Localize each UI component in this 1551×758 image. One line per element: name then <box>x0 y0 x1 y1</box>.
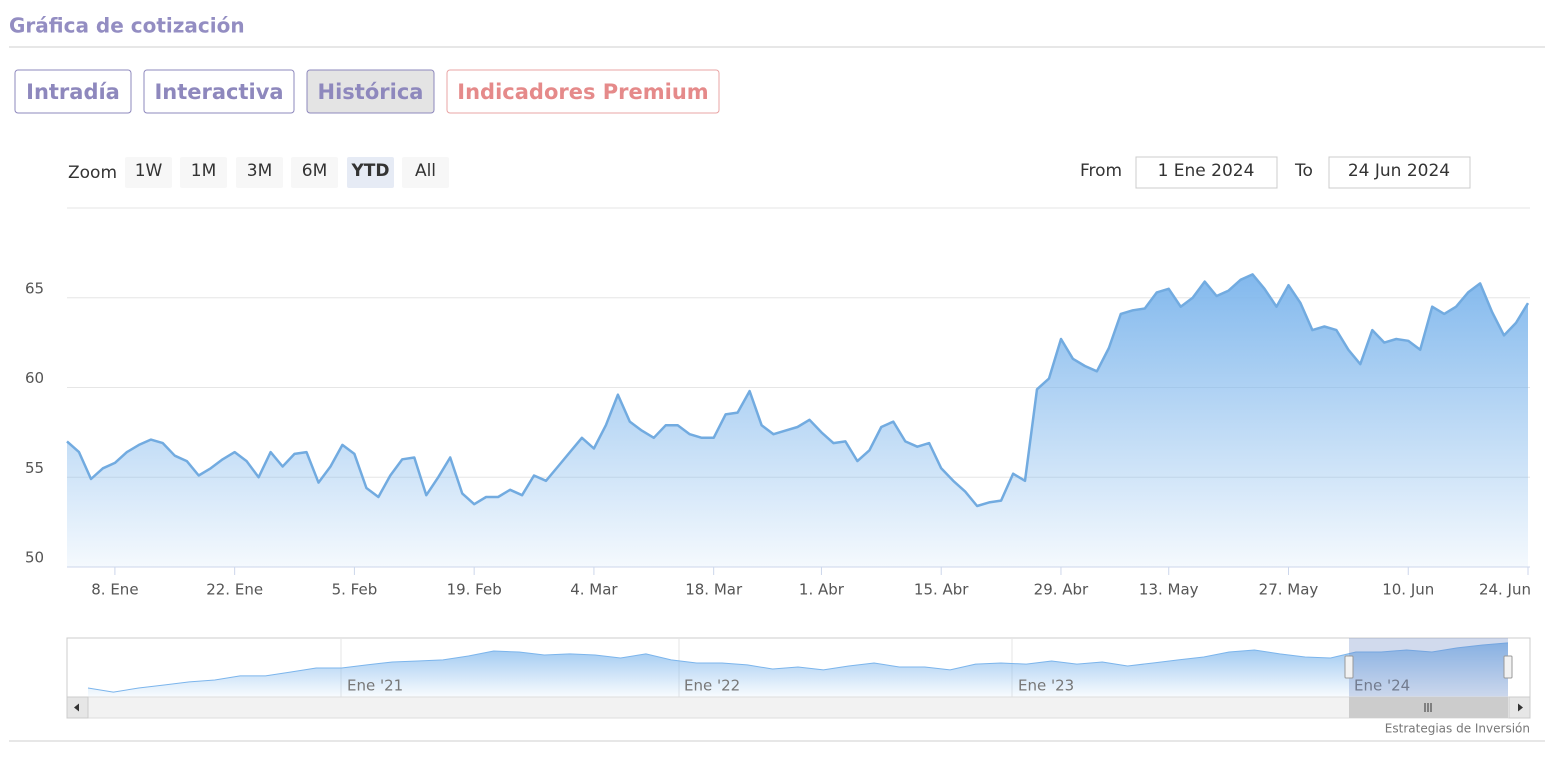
zoom-label: Zoom <box>68 163 117 183</box>
y-tick-label: 60 <box>25 369 44 387</box>
y-tick-label: 50 <box>25 549 44 567</box>
navigator-label: Ene '24 <box>1354 677 1410 695</box>
navigator-handle[interactable] <box>1503 655 1513 679</box>
to-input[interactable] <box>1328 156 1471 189</box>
zoom-button[interactable] <box>347 157 394 188</box>
credits: Estrategias de Inversión <box>1385 722 1530 736</box>
area-fill <box>67 274 1528 567</box>
navigator-label: Ene '23 <box>1018 677 1074 695</box>
navigator-label: Ene '21 <box>347 677 403 695</box>
zoom-button-label[interactable]: 1W <box>135 161 163 181</box>
to-value[interactable]: 24 Jun 2024 <box>1348 161 1450 181</box>
y-tick-label: 65 <box>25 279 44 297</box>
zoom-button-label[interactable]: YTD <box>350 161 389 181</box>
x-tick-label: 19. Feb <box>447 581 502 599</box>
from-input[interactable] <box>1135 156 1278 189</box>
x-tick-label: 18. Mar <box>685 581 743 599</box>
x-tick-label: 5. Feb <box>332 581 378 599</box>
navigator-handle[interactable] <box>1344 655 1354 679</box>
scroll-right-arrow <box>1518 703 1523 712</box>
tab[interactable] <box>306 69 435 114</box>
x-tick-label: 4. Mar <box>570 581 618 599</box>
zoom-button[interactable] <box>180 157 227 188</box>
from-label: From <box>1080 161 1122 181</box>
x-tick-label: 10. Jun <box>1382 581 1434 599</box>
x-tick-label: 27. May <box>1259 581 1319 599</box>
zoom-button-label[interactable]: 1M <box>191 161 216 181</box>
zoom-button[interactable] <box>236 157 283 188</box>
zoom-button-label[interactable]: 3M <box>247 161 272 181</box>
x-tick-label: 1. Abr <box>799 581 845 599</box>
x-tick-label: 29. Abr <box>1034 581 1089 599</box>
tab-label[interactable]: Intradía <box>26 80 120 104</box>
to-label: To <box>1294 161 1313 181</box>
y-tick-label: 55 <box>25 459 44 477</box>
x-tick-label: 24. Jun <box>1479 581 1531 599</box>
zoom-button[interactable] <box>125 157 172 188</box>
scroll-left-arrow <box>74 703 79 712</box>
area-fill <box>88 642 1508 697</box>
tab-label[interactable]: Indicadores Premium <box>457 80 708 104</box>
x-tick-label: 22. Ene <box>206 581 263 599</box>
tab[interactable] <box>143 69 295 114</box>
tab-label[interactable]: Histórica <box>318 80 424 104</box>
price-line <box>87 642 1509 693</box>
zoom-button[interactable] <box>402 157 449 188</box>
page-title: Gráfica de cotización <box>9 14 245 38</box>
tab[interactable] <box>14 69 132 114</box>
from-value[interactable]: 1 Ene 2024 <box>1158 161 1255 181</box>
zoom-button[interactable] <box>291 157 338 188</box>
price-line <box>66 273 1530 508</box>
navigator-label: Ene '22 <box>684 677 740 695</box>
x-tick-label: 8. Ene <box>91 581 138 599</box>
scrollbar-grip <box>1424 703 1432 712</box>
tab[interactable] <box>446 69 720 114</box>
navigator-window[interactable] <box>1349 638 1508 697</box>
x-tick-label: 13. May <box>1139 581 1199 599</box>
zoom-button-label[interactable]: 6M <box>302 161 327 181</box>
scrollbar-track <box>66 696 1531 719</box>
tab-label[interactable]: Interactiva <box>154 80 283 104</box>
zoom-button-label[interactable]: All <box>415 161 436 181</box>
x-tick-label: 15. Abr <box>914 581 969 599</box>
